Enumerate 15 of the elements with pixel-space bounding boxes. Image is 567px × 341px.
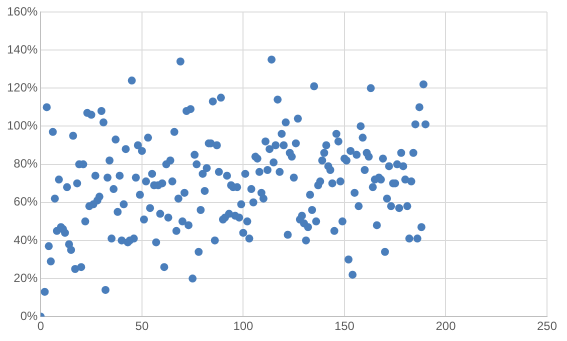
x-tick-label: 50 [135,319,149,334]
y-tick-label: 80% [14,156,38,171]
y-tick-label: 20% [14,270,38,285]
x-tick-label: 150 [334,319,355,334]
y-tick-label: 120% [6,80,38,94]
y-tick-label: 140% [6,42,38,56]
y-tick-label: 60% [14,194,38,209]
x-tick-label: 250 [536,319,558,334]
y-tick-label: 100% [6,118,38,133]
x-tick-label: 100 [233,319,254,334]
x-tick-label: 200 [436,319,456,334]
x-tick-label: 0 [37,319,44,334]
y-tick-label: 160% [6,4,38,18]
y-tick-label: 0% [20,308,38,323]
y-tick-label: 40% [14,232,38,247]
